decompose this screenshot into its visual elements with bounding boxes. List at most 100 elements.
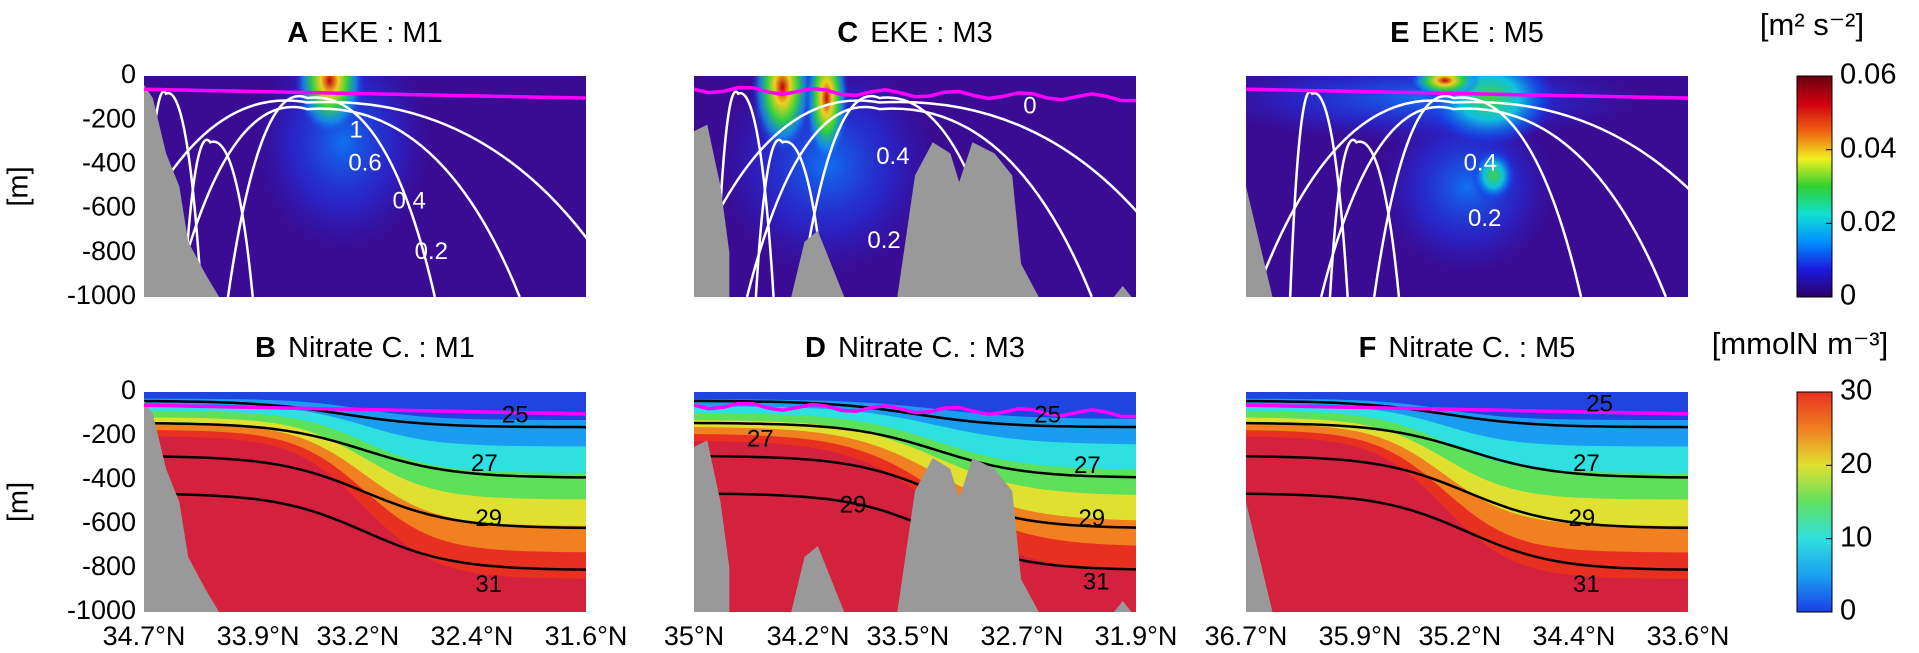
colorbar: 0 0.02 0.04 0.06 [m² s⁻²]	[1760, 7, 1897, 311]
y-tick-label: -200	[82, 103, 136, 133]
y-tick-label: -200	[82, 419, 136, 449]
panel-letter: B	[255, 332, 276, 364]
contour-label: 0.4	[393, 187, 426, 214]
heatmap-blob	[254, 76, 432, 253]
panel-title-text: EKE : M1	[320, 17, 443, 49]
panel-letter: A	[287, 17, 308, 49]
contour-label: 29	[840, 492, 867, 519]
panel-title: D Nitrate C. : M3	[805, 332, 1025, 364]
contour-label: 27	[1074, 452, 1101, 479]
contour-label: 25	[1586, 391, 1613, 418]
contour-label: 0	[1023, 92, 1036, 119]
panel-letter: E	[1390, 17, 1409, 49]
contour-label: 27	[1573, 450, 1600, 477]
x-tick-label: 34.4°N	[1533, 621, 1616, 651]
bathymetry	[1113, 601, 1132, 612]
mixed-layer-line	[694, 401, 1136, 419]
mixed-layer-line	[144, 87, 586, 100]
contour-line	[1319, 105, 1668, 297]
bathymetry	[897, 142, 1039, 297]
heatmap-band	[144, 436, 586, 612]
panel-title: E EKE : M5	[1390, 17, 1544, 49]
mixed-layer-line	[144, 403, 586, 416]
panel-title-text: EKE : M5	[1421, 17, 1544, 49]
y-tick-label: -400	[82, 463, 136, 493]
x-tick-label: 32.7°N	[981, 621, 1064, 651]
x-tick-label: 35°N	[664, 621, 724, 651]
contour-label: 31	[475, 571, 502, 598]
contour-label: 29	[475, 505, 502, 532]
contour-line	[694, 99, 1136, 267]
bathymetry	[144, 84, 220, 297]
colorbar-tick-label: 30	[1840, 375, 1872, 407]
contour-label: 27	[471, 450, 498, 477]
contour-line	[1253, 99, 1688, 297]
contour-line	[745, 105, 1093, 297]
panel-title-text: Nitrate C. : M5	[1388, 332, 1575, 364]
y-tick-label: -600	[82, 507, 136, 537]
heatmap-blob	[1471, 148, 1516, 202]
mixed-layer-line	[694, 85, 1136, 103]
x-tick-label: 34.2°N	[767, 621, 850, 651]
colorbar-scale	[1796, 75, 1833, 298]
contour-label: 25	[502, 402, 529, 429]
bathymetry	[144, 400, 220, 612]
contour-line	[226, 95, 437, 297]
contour-line	[1246, 492, 1688, 571]
colorbar-scale	[1796, 391, 1833, 613]
bathymetry	[1246, 186, 1273, 297]
contour-line	[182, 138, 254, 297]
y-tick-label: -600	[82, 192, 136, 222]
x-tick-label: 33.5°N	[866, 621, 949, 651]
contour-line	[144, 455, 586, 530]
mixed-layer-line	[1246, 403, 1688, 416]
plot-area	[694, 76, 1136, 297]
y-tick-label: 0	[121, 375, 136, 405]
heatmap-blob	[751, 76, 814, 154]
contour-line	[694, 454, 1136, 529]
x-tick-label: 35.2°N	[1418, 621, 1501, 651]
x-tick-label: 34.7°N	[103, 621, 186, 651]
contour-line	[144, 492, 586, 571]
colorbar: 0 10 20 30 [mmolN m⁻³]	[1712, 326, 1889, 626]
contour-label: 0.2	[867, 227, 900, 254]
colorbar-tick-label: 0	[1840, 280, 1856, 312]
contour-line	[694, 421, 1136, 479]
contour-label: 0.4	[1464, 150, 1497, 177]
y-axis-label: [m]	[3, 482, 35, 522]
colorbar-tick-label: 0	[1840, 595, 1856, 627]
colorbar-tick-label: 0.06	[1840, 59, 1896, 91]
contour-line	[144, 399, 586, 429]
contour-line	[1246, 399, 1688, 429]
panel-title-text: Nitrate C. : M1	[288, 332, 475, 364]
x-tick-label: 33.2°N	[316, 621, 399, 651]
x-tick-label: 33.6°N	[1647, 621, 1730, 651]
contour-label: 0.4	[876, 143, 909, 170]
contour-line	[144, 421, 586, 479]
y-tick-label: -400	[82, 148, 136, 178]
contour-line	[173, 105, 521, 297]
contour-line	[754, 138, 827, 297]
panel-title: A EKE : M1	[287, 17, 442, 49]
contour-line	[1328, 138, 1401, 297]
panel-title: F Nitrate C. : M5	[1359, 332, 1576, 364]
colorbar-tick-label: 10	[1840, 521, 1872, 553]
contour-label: 0.2	[415, 238, 448, 265]
x-tick-label: 32.4°N	[431, 621, 514, 651]
x-tick-label: 31.9°N	[1095, 621, 1178, 651]
panel-letter: F	[1359, 332, 1377, 364]
plot-area	[144, 392, 586, 612]
x-tick-label: 35.9°N	[1319, 621, 1402, 651]
contour-label: 29	[1569, 505, 1596, 532]
x-tick-label: 33.9°N	[217, 621, 300, 651]
bathymetry	[694, 440, 730, 612]
panel-letter: D	[805, 332, 826, 364]
colorbar-tick-label: 0.04	[1840, 132, 1896, 164]
heatmap-band	[1246, 436, 1688, 612]
contour-label: 1	[349, 117, 362, 144]
plot-area	[1246, 392, 1688, 612]
contour-label: 0.6	[348, 150, 381, 177]
colorbar-tick-label: 0.02	[1840, 206, 1896, 238]
y-tick-label: -800	[82, 236, 136, 266]
